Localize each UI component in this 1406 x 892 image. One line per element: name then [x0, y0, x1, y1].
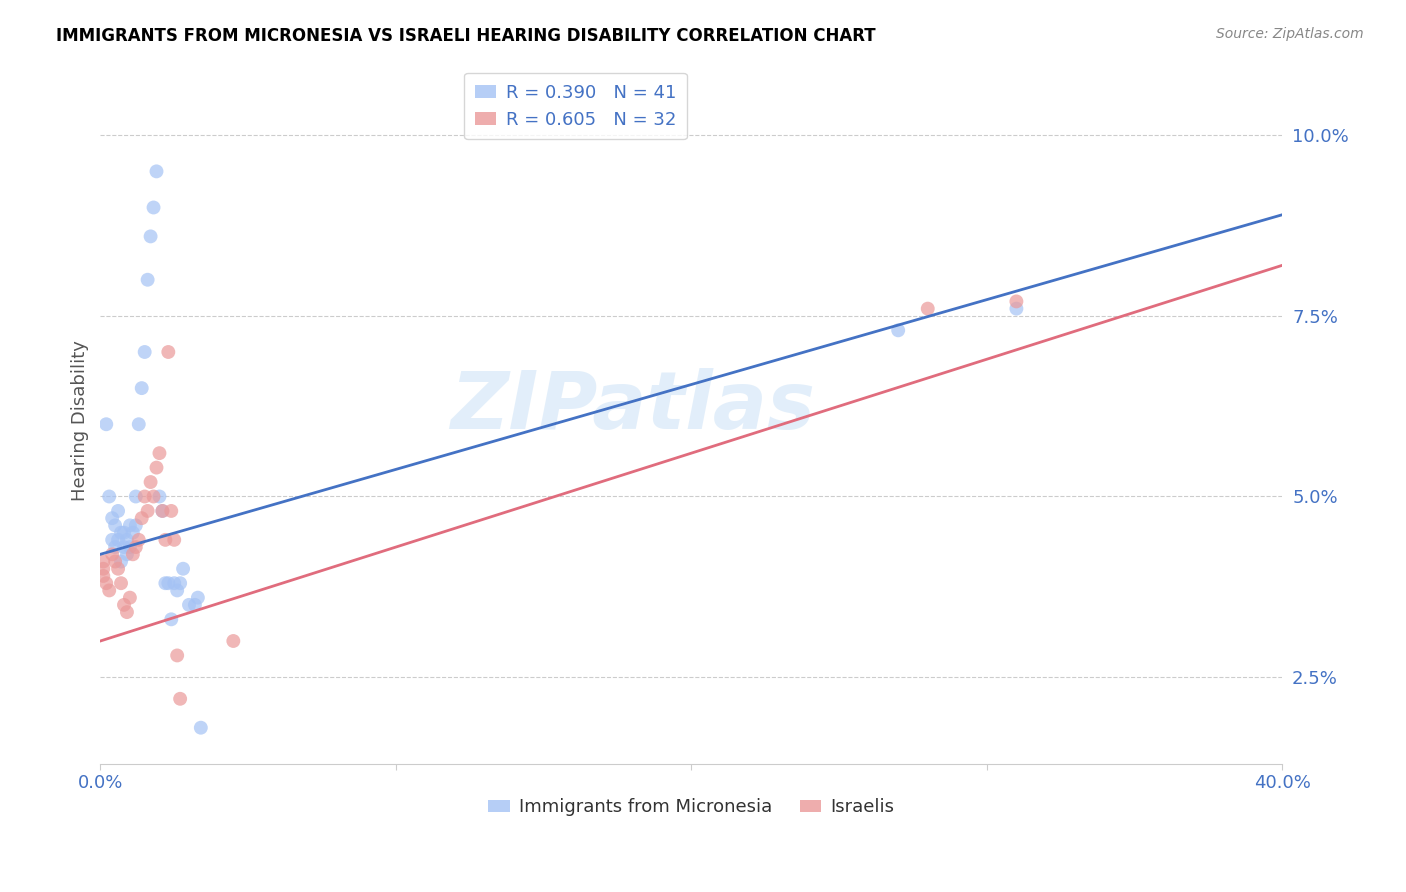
Point — [101, 547, 124, 561]
Point — [118, 518, 141, 533]
Point — [142, 490, 165, 504]
Point — [155, 533, 177, 547]
Point — [142, 201, 165, 215]
Point — [184, 598, 207, 612]
Point — [96, 417, 118, 432]
Point — [1005, 301, 1028, 316]
Point — [128, 417, 150, 432]
Point — [160, 612, 183, 626]
Point — [104, 540, 127, 554]
Point — [169, 576, 191, 591]
Point — [139, 475, 162, 489]
Point — [134, 490, 156, 504]
Point — [104, 518, 127, 533]
Point — [887, 323, 910, 337]
Point — [125, 490, 148, 504]
Point — [104, 555, 127, 569]
Point — [917, 301, 939, 316]
Point — [136, 273, 159, 287]
Text: Source: ZipAtlas.com: Source: ZipAtlas.com — [1216, 27, 1364, 41]
Point — [169, 691, 191, 706]
Point — [166, 648, 188, 663]
Point — [157, 576, 180, 591]
Point — [91, 562, 114, 576]
Point — [96, 576, 118, 591]
Legend: Immigrants from Micronesia, Israelis: Immigrants from Micronesia, Israelis — [481, 791, 901, 823]
Point — [107, 504, 129, 518]
Point — [107, 533, 129, 547]
Point — [115, 547, 138, 561]
Point — [101, 533, 124, 547]
Point — [166, 583, 188, 598]
Point — [152, 504, 174, 518]
Point — [136, 504, 159, 518]
Point — [163, 576, 186, 591]
Point — [112, 525, 135, 540]
Point — [128, 533, 150, 547]
Point — [177, 598, 200, 612]
Y-axis label: Hearing Disability: Hearing Disability — [72, 340, 89, 501]
Point — [187, 591, 209, 605]
Point — [118, 591, 141, 605]
Point — [152, 504, 174, 518]
Point — [115, 605, 138, 619]
Point — [91, 569, 114, 583]
Point — [148, 490, 170, 504]
Point — [163, 533, 186, 547]
Point — [190, 721, 212, 735]
Point — [172, 562, 194, 576]
Point — [131, 511, 153, 525]
Point — [98, 490, 121, 504]
Point — [107, 562, 129, 576]
Point — [160, 504, 183, 518]
Point — [131, 381, 153, 395]
Point — [134, 345, 156, 359]
Point — [121, 525, 143, 540]
Point — [98, 583, 121, 598]
Point — [110, 555, 132, 569]
Point — [139, 229, 162, 244]
Point — [112, 540, 135, 554]
Text: ZIPatlas: ZIPatlas — [450, 368, 814, 446]
Point — [145, 460, 167, 475]
Point — [110, 525, 132, 540]
Point — [112, 598, 135, 612]
Point — [115, 533, 138, 547]
Point — [91, 555, 114, 569]
Text: IMMIGRANTS FROM MICRONESIA VS ISRAELI HEARING DISABILITY CORRELATION CHART: IMMIGRANTS FROM MICRONESIA VS ISRAELI HE… — [56, 27, 876, 45]
Point — [125, 540, 148, 554]
Point — [157, 345, 180, 359]
Point — [155, 576, 177, 591]
Point — [125, 518, 148, 533]
Point — [118, 540, 141, 554]
Point — [121, 547, 143, 561]
Point — [145, 164, 167, 178]
Point — [1005, 294, 1028, 309]
Point — [110, 576, 132, 591]
Point — [222, 634, 245, 648]
Point — [148, 446, 170, 460]
Point — [101, 511, 124, 525]
